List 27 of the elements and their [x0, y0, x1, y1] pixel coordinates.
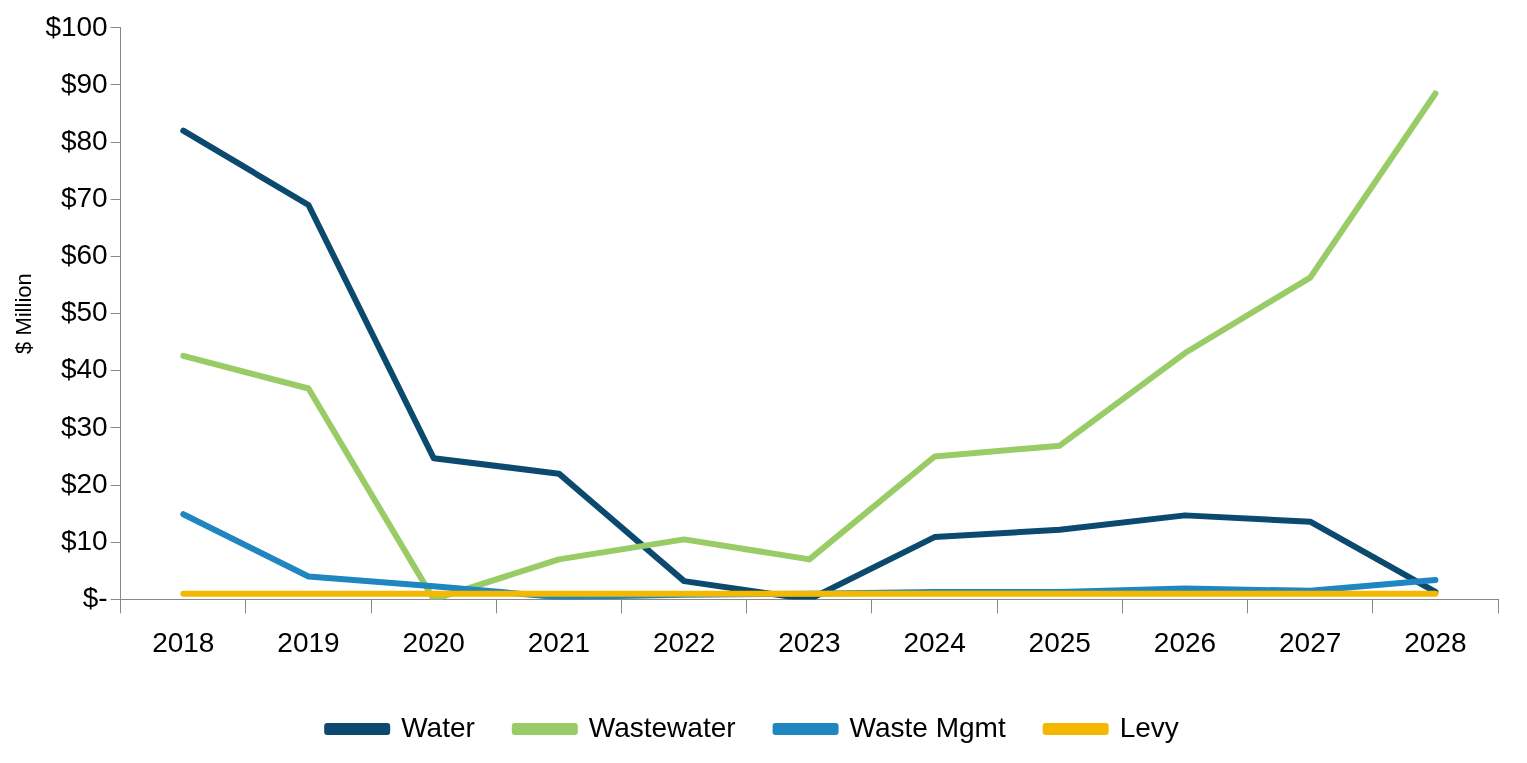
x-tick-label: 2023 [778, 626, 841, 658]
x-tick-label: 2025 [1028, 626, 1091, 658]
x-tick-label: 2018 [152, 626, 215, 658]
y-tick-label: $70 [60, 182, 108, 213]
y-tick-label: $40 [60, 353, 108, 385]
legend-label: Wastewater [588, 711, 736, 743]
legend-label: Water [401, 711, 475, 743]
x-tick-label: 2024 [903, 626, 966, 658]
legend-label: Waste Mgmt [849, 711, 1006, 743]
y-tick-label: $60 [60, 239, 108, 271]
y-tick-label: $50 [60, 296, 108, 328]
x-tick-label: 2021 [527, 626, 591, 658]
y-axis-title: $ Million [11, 273, 37, 354]
x-tick-label: 2026 [1153, 626, 1217, 658]
y-tick-label: $20 [60, 467, 108, 499]
legend-label: Levy [1119, 711, 1179, 743]
x-tick-label: 2027 [1279, 626, 1342, 658]
x-tick-label: 2028 [1404, 626, 1467, 658]
x-tick-label: 2020 [402, 626, 465, 658]
y-tick-label: $90 [60, 67, 108, 99]
y-tick-label: $30 [60, 410, 108, 442]
x-tick-label: 2019 [277, 626, 340, 658]
y-tick-label: $- [82, 582, 108, 614]
y-tick-label: $100 [45, 10, 108, 42]
x-tick-label: 2022 [652, 626, 716, 658]
y-tick-label: $10 [60, 524, 108, 556]
y-tick-label: $80 [60, 124, 108, 156]
